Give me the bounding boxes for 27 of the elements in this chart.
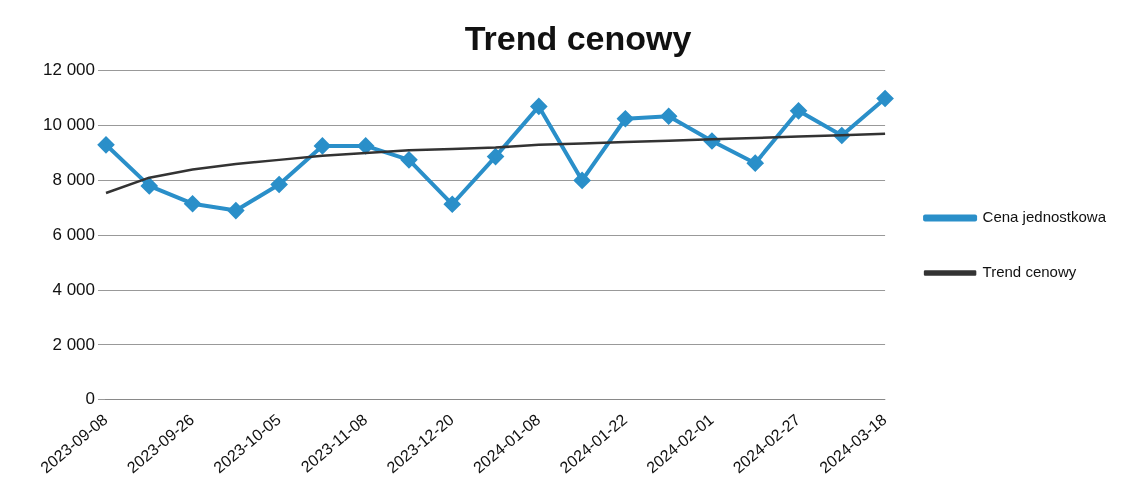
- legend-label: Trend cenowy: [982, 263, 1077, 281]
- point: [790, 102, 807, 119]
- point: [357, 137, 374, 154]
- point: [574, 172, 591, 189]
- point: [747, 155, 764, 172]
- y-tick-label: 2 000: [52, 334, 95, 354]
- point: [617, 110, 634, 127]
- y-tick-label: 4 000: [52, 279, 95, 299]
- point: [530, 98, 547, 115]
- y-tick-label: 6 000: [52, 224, 95, 244]
- point: [487, 148, 504, 165]
- point: [184, 195, 201, 212]
- point: [141, 177, 158, 194]
- point: [227, 202, 244, 219]
- point: [444, 196, 461, 213]
- point: [314, 137, 331, 154]
- chart-title: Trend cenowy: [464, 18, 692, 57]
- y-tick-label: 8 000: [52, 170, 95, 190]
- legend-label: Cena jednostkowa: [982, 208, 1107, 226]
- y-tick-label: 12 000: [43, 60, 95, 80]
- point: [400, 151, 417, 168]
- point: [271, 176, 288, 193]
- point: [98, 136, 114, 153]
- point: [877, 90, 894, 107]
- y-tick-label: 0: [85, 389, 95, 409]
- point: [660, 108, 677, 125]
- y-tick-label: 10 000: [43, 115, 95, 135]
